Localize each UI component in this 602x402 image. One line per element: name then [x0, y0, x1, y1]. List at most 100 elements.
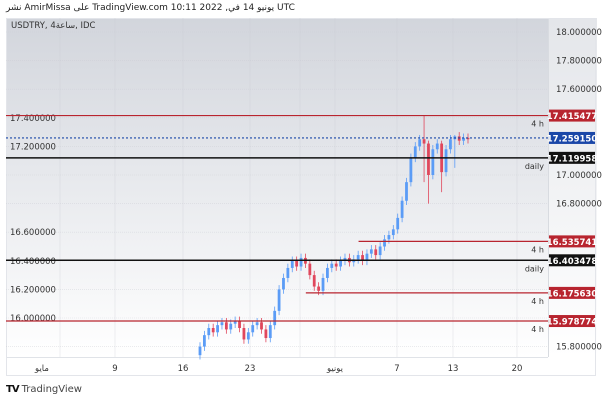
candle-body [233, 320, 237, 324]
candle-body [330, 263, 334, 268]
publish-info: نشر AmirMissa على TradingView.com 10:11 … [6, 3, 295, 13]
y-tick-label: 16.200000 [10, 285, 56, 295]
price-axis[interactable] [548, 18, 597, 357]
candle-body [255, 322, 259, 326]
brand-label: TradingView [21, 384, 82, 395]
price-label-box [549, 315, 595, 328]
candle-body [396, 217, 400, 230]
candle-body [220, 322, 224, 326]
candle-body [427, 143, 430, 175]
candle-body [387, 235, 391, 240]
y-tick-label: 15.800000 [556, 343, 602, 353]
candle-body [361, 255, 364, 261]
price-label: 16.175630 [547, 289, 598, 299]
candle-body [462, 137, 466, 141]
price-label-box [549, 109, 595, 122]
candle-body [229, 323, 233, 330]
candle-body [224, 322, 228, 330]
candle-body [374, 249, 378, 256]
price-label: 17.259150 [547, 134, 598, 144]
candle-body [435, 143, 439, 150]
price-label: 16.535741 [547, 238, 598, 248]
candle-body [405, 182, 408, 201]
candle-body [334, 263, 338, 267]
candle-body [444, 149, 448, 173]
y-tick-label: 16.800000 [556, 200, 602, 210]
x-tick-label: 9 [112, 364, 117, 374]
x-tick-label: يونيو [326, 364, 344, 374]
tradingview-logo-icon: TV [6, 384, 20, 395]
candle-body [273, 310, 277, 326]
time-axis[interactable] [6, 357, 548, 377]
candle-body [246, 332, 250, 340]
candle-body [422, 139, 426, 144]
price-label-box [549, 254, 595, 267]
chart-plot-area[interactable] [6, 18, 548, 357]
candle-body [202, 335, 206, 347]
candle-body [339, 260, 342, 267]
candle-body [198, 346, 202, 356]
price-label: 17.119958 [547, 154, 598, 164]
candle-body [242, 328, 246, 340]
level-tag: 4 h [531, 245, 544, 254]
candle-body [418, 139, 422, 147]
candle-body [317, 286, 321, 291]
price-label-box [549, 131, 595, 144]
x-tick-label: 13 [448, 364, 459, 374]
candle-body [413, 146, 417, 158]
price-label-box [549, 286, 595, 299]
x-tick-label: 7 [394, 364, 399, 374]
price-label: 16.403478 [547, 257, 598, 267]
candle-body [409, 157, 413, 183]
candle-body [400, 200, 404, 218]
candle-body [238, 320, 241, 329]
chart-frame [6, 18, 596, 376]
candle-body [356, 255, 360, 260]
candle-body [308, 263, 312, 276]
candle-body [251, 325, 255, 333]
candle-body [312, 275, 316, 287]
candle-body [216, 325, 219, 333]
candle-body [211, 328, 215, 333]
candle-body [290, 260, 294, 268]
price-label: 17.415477 [547, 112, 598, 122]
y-tick-label: 16.400000 [10, 257, 56, 267]
candle-body [277, 289, 281, 311]
candle-body [431, 149, 435, 175]
candle-body [321, 277, 325, 291]
level-tag: 4 h [531, 325, 544, 334]
candle-body [391, 229, 395, 236]
candle-body [449, 139, 452, 150]
y-tick-label: 17.600000 [556, 85, 602, 95]
candle-body [369, 249, 373, 254]
y-tick-label: 16.000000 [10, 314, 56, 324]
y-tick-label: 17.000000 [556, 171, 602, 181]
y-tick-label: 18.000000 [556, 28, 602, 38]
candle-body [260, 322, 263, 330]
candle-body [343, 257, 347, 261]
price-label-box [549, 151, 595, 164]
x-tick-label: 23 [245, 364, 256, 374]
level-tag: 4 h [531, 120, 544, 129]
candle-body [383, 239, 386, 247]
candle-body [299, 257, 303, 267]
y-tick-label: 17.400000 [10, 114, 56, 124]
y-tick-label: 17.200000 [10, 142, 56, 152]
candle-body [326, 267, 329, 278]
tradingview-logo: TV TradingView [6, 384, 82, 395]
candle-body [282, 277, 285, 290]
candle-body [365, 253, 369, 261]
y-tick-label: 17.800000 [556, 57, 602, 67]
candle-body [295, 260, 299, 267]
candle-body [286, 267, 290, 278]
price-label: 15.978774 [547, 318, 598, 328]
level-tag: daily [525, 162, 544, 171]
x-tick-label: 16 [178, 364, 189, 374]
y-tick-label: 16.600000 [10, 228, 56, 238]
candle-body [207, 328, 211, 336]
level-tag: 4 h [531, 297, 544, 306]
symbol-title: USDTRY, 4ساعة, IDC [11, 21, 96, 31]
candle-body [264, 329, 268, 339]
x-tick-label: مايو [34, 364, 49, 374]
